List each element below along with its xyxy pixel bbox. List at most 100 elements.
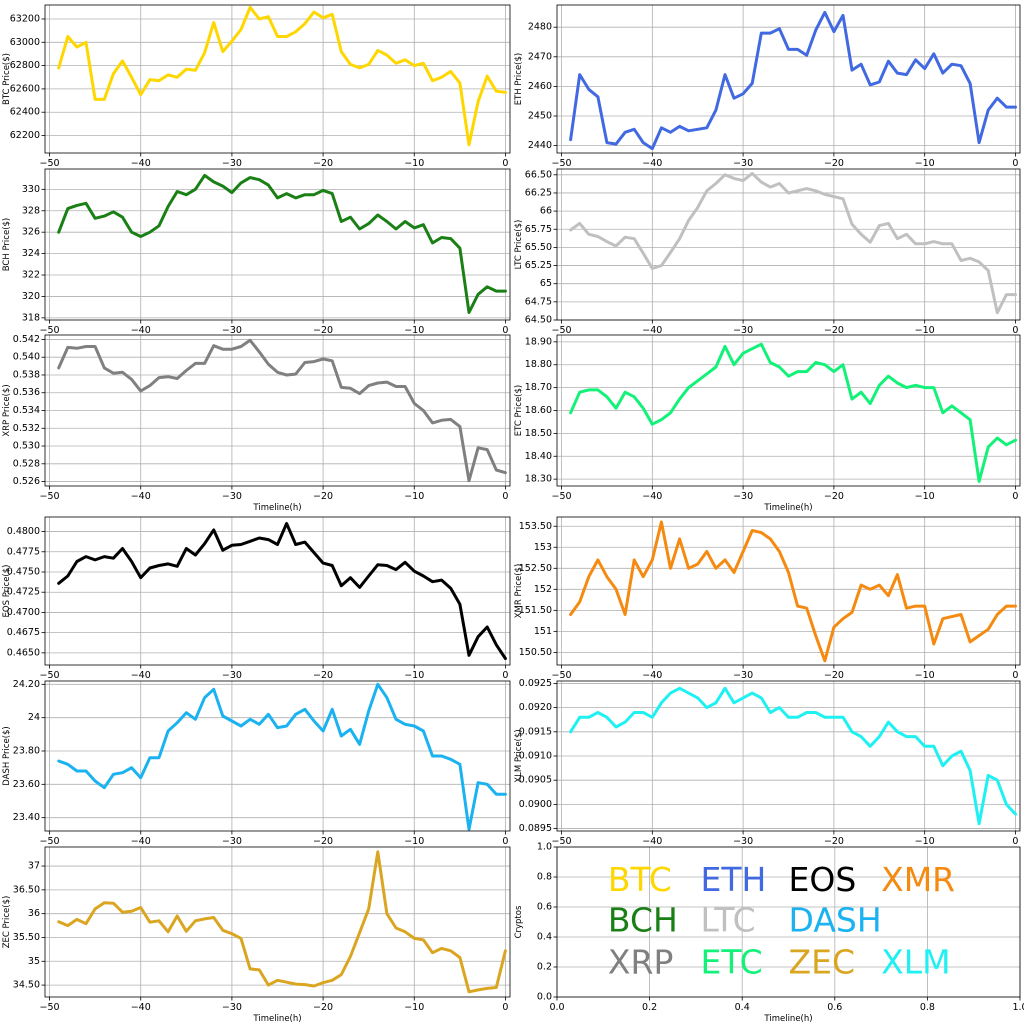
- y-tick-label: 328: [22, 205, 40, 216]
- panel-eth: −50 −40 −30 −20 −10 0 2440 2450 2460 2470 2480 ETH …: [514, 4, 1021, 169]
- y-tick-label: 0.4750: [7, 566, 40, 577]
- x-tick-label: −20: [313, 670, 333, 681]
- x-axis-label: Timeline(h): [252, 503, 301, 513]
- y-tick-label: 2460: [528, 81, 552, 92]
- y-tick-label: 2480: [528, 22, 552, 33]
- series-line-bch: [57, 173, 507, 314]
- y-tick-label: 153: [534, 542, 552, 553]
- x-tick-label: −50: [40, 325, 60, 336]
- x-tick-label: −30: [733, 325, 753, 336]
- y-tick-label: 0.4650: [7, 647, 40, 658]
- x-tick-label: −30: [222, 325, 242, 336]
- y-tick-label: 0.534: [13, 405, 40, 416]
- x-tick-label: −10: [404, 325, 424, 336]
- axes-frame: [556, 168, 1021, 321]
- series-line-ltc: [569, 171, 1017, 315]
- x-tick-label: −10: [404, 158, 424, 169]
- x-tick-label: −50: [40, 1002, 60, 1013]
- series-line-etc: [569, 342, 1017, 483]
- y-tick-label: 0.528: [13, 458, 40, 469]
- x-tick-label: −40: [131, 670, 151, 681]
- axes-frame: [44, 680, 511, 832]
- x-tick-label: −20: [313, 1002, 333, 1013]
- y-tick-label: 322: [22, 270, 40, 281]
- x-tick-label: −10: [915, 158, 935, 169]
- x-tick-label: 0: [502, 670, 508, 681]
- x-tick-label: −20: [824, 491, 844, 502]
- series-line-dash: [57, 682, 507, 831]
- series-line-xrp: [57, 338, 507, 483]
- y-tick-label: 24: [28, 712, 40, 723]
- y-tick-label: 65: [540, 278, 552, 289]
- y-tick-label: 0.6: [537, 902, 552, 913]
- x-tick-label: −30: [222, 491, 242, 502]
- x-tick-label: −50: [40, 836, 60, 847]
- y-tick-label: 62600: [10, 83, 40, 94]
- panel-xlm: −50 −40 −30 −20 −10 0 0.0895 0.0900 0.0905 0.0910…: [514, 678, 1021, 847]
- panel-dash: −50 −40 −30 −20 −10 0 23.40 23.60 23.80 24 24.20 DA…: [2, 679, 511, 847]
- y-tick-label: 36: [28, 908, 40, 919]
- y-tick-label: 23.40: [13, 812, 40, 823]
- y-tick-label: 36.50: [13, 884, 40, 895]
- y-tick-label: 0.530: [13, 441, 40, 452]
- x-tick-label: 0.2: [642, 1002, 657, 1013]
- y-tick-label: 0.540: [13, 352, 40, 363]
- x-tick-label: 0.4: [735, 1002, 750, 1013]
- y-tick-label: 151.50: [519, 605, 552, 616]
- x-tick-label: −40: [642, 325, 662, 336]
- x-tick-label: −30: [222, 1002, 242, 1013]
- x-tick-label: −50: [40, 670, 60, 681]
- y-tick-label: 34.50: [13, 980, 40, 991]
- y-tick-label: 150.50: [519, 647, 552, 658]
- x-tick-label: 0: [1012, 158, 1018, 169]
- axes-frame: [44, 4, 511, 154]
- y-tick-label: 63000: [10, 37, 40, 48]
- x-tick-label: 0.8: [920, 1002, 935, 1013]
- y-tick-label: 152: [534, 584, 552, 595]
- panel-ltc: −50 −40 −30 −20 −10 0 64.50 64.75 65 65.25 65.50 65…: [514, 168, 1021, 336]
- x-tick-label: −20: [313, 325, 333, 336]
- x-tick-label: −40: [642, 670, 662, 681]
- x-tick-label: −10: [915, 670, 935, 681]
- legend-entry-etc: ETC: [701, 943, 763, 982]
- legend-entry-eos: EOS: [789, 860, 857, 899]
- y-axis-label: DASH Price($): [2, 726, 12, 785]
- y-tick-label: 35.50: [13, 932, 40, 943]
- x-tick-label: −30: [222, 836, 242, 847]
- y-axis-label: ETC Price($): [514, 385, 524, 436]
- legend-entry-dash: DASH: [789, 901, 882, 940]
- y-tick-label: 0.4725: [7, 587, 40, 598]
- x-tick-label: −10: [915, 836, 935, 847]
- y-tick-label: 0.0910: [519, 751, 552, 762]
- y-tick-label: 64.75: [525, 296, 552, 307]
- panel-etc: −50 −40 −30 −20 −10 0 18.30 18.40 18.50 18.60 18.7…: [514, 334, 1021, 513]
- y-tick-label: 62800: [10, 60, 40, 71]
- panel-zec: −50 −40 −30 −20 −10 0 34.50 35 35.50 36 36.50 37 ZEC…: [2, 846, 511, 1024]
- axes-frame: [44, 846, 511, 998]
- x-tick-label: 0: [1012, 670, 1018, 681]
- y-tick-label: 64.50: [525, 315, 552, 326]
- x-axis-label: Timeline(h): [763, 1014, 812, 1024]
- x-tick-label: −30: [222, 158, 242, 169]
- y-tick-label: 152.50: [519, 563, 552, 574]
- y-axis-label: XRP Price($): [2, 384, 12, 436]
- y-tick-label: 0.0925: [519, 678, 552, 689]
- x-tick-label: −50: [40, 158, 60, 169]
- panel-legend: BTC ETH EOS XMR BCH LTC DASH XRP ETC ZEC XLM 0.0 0.2…: [514, 842, 1024, 1024]
- x-tick-label: −10: [915, 325, 935, 336]
- y-tick-label: 63200: [10, 13, 40, 24]
- legend-entry-btc: BTC: [608, 860, 672, 899]
- y-tick-label: 0.536: [13, 387, 40, 398]
- y-tick-label: 0.542: [13, 334, 40, 345]
- series-line-xlm: [569, 686, 1017, 826]
- legend-entry-xlm: XLM: [881, 943, 950, 982]
- y-tick-label: 65.25: [525, 260, 552, 271]
- legend-entry-zec: ZEC: [789, 943, 856, 982]
- y-tick-label: 66: [540, 206, 552, 217]
- y-tick-label: 35: [28, 956, 40, 967]
- y-tick-label: 18.90: [525, 336, 552, 347]
- y-tick-label: 65.50: [525, 242, 552, 253]
- y-axis-label: LTC Price($): [514, 220, 524, 270]
- y-tick-label: 330: [22, 184, 40, 195]
